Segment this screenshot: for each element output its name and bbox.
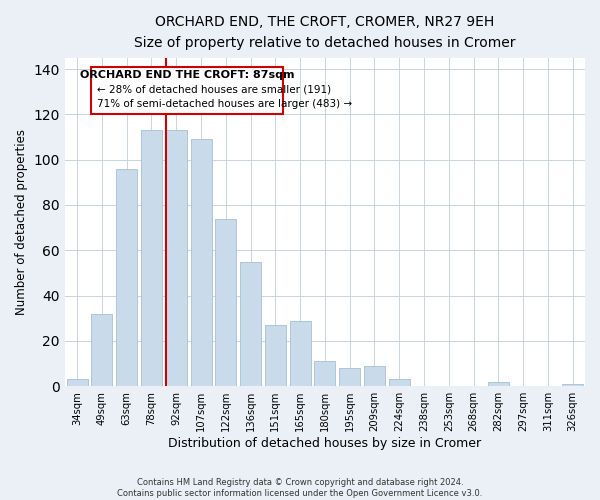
Bar	[166, 130, 187, 386]
Bar	[314, 362, 335, 386]
X-axis label: Distribution of detached houses by size in Cromer: Distribution of detached houses by size …	[169, 437, 481, 450]
Bar	[488, 382, 509, 386]
Bar	[562, 384, 583, 386]
Text: ORCHARD END THE CROFT: 87sqm: ORCHARD END THE CROFT: 87sqm	[80, 70, 294, 81]
Bar	[191, 140, 212, 386]
Bar	[339, 368, 360, 386]
Text: ← 28% of detached houses are smaller (191): ← 28% of detached houses are smaller (19…	[97, 84, 331, 94]
Bar	[389, 380, 410, 386]
Y-axis label: Number of detached properties: Number of detached properties	[15, 129, 28, 315]
Bar	[265, 325, 286, 386]
Text: 71% of semi-detached houses are larger (483) →: 71% of semi-detached houses are larger (…	[97, 99, 352, 109]
Bar	[116, 168, 137, 386]
Title: ORCHARD END, THE CROFT, CROMER, NR27 9EH
Size of property relative to detached h: ORCHARD END, THE CROFT, CROMER, NR27 9EH…	[134, 15, 515, 50]
Bar	[91, 314, 112, 386]
Bar	[240, 262, 261, 386]
Bar	[141, 130, 162, 386]
Bar	[67, 380, 88, 386]
Bar	[91, 67, 283, 114]
Bar	[364, 366, 385, 386]
Bar	[215, 218, 236, 386]
Text: Contains HM Land Registry data © Crown copyright and database right 2024.
Contai: Contains HM Land Registry data © Crown c…	[118, 478, 482, 498]
Bar	[290, 320, 311, 386]
